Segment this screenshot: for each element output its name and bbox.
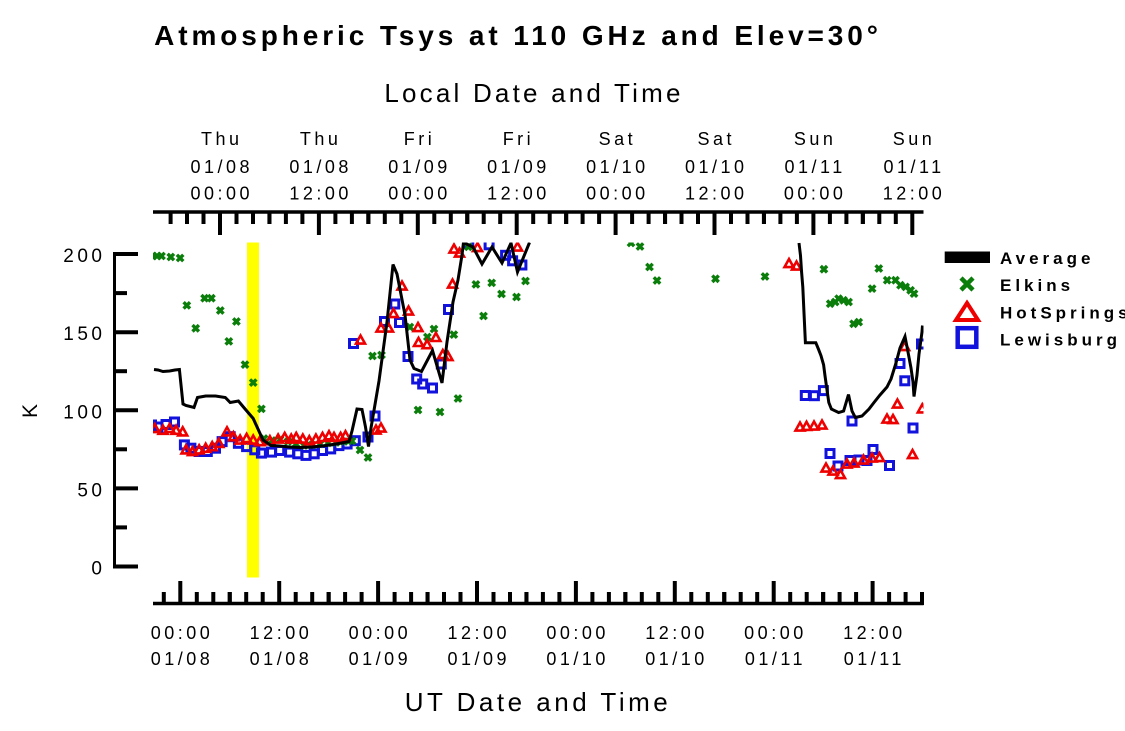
svg-text:01/09: 01/09 — [487, 157, 550, 177]
svg-text:00:00: 00:00 — [586, 184, 649, 204]
svg-text:01/10: 01/10 — [546, 649, 609, 669]
svg-text:00:00: 00:00 — [744, 623, 807, 643]
svg-text:Sun: Sun — [794, 129, 837, 149]
svg-text:00:00: 00:00 — [546, 623, 609, 643]
svg-text:01/11: 01/11 — [883, 157, 944, 177]
svg-text:01/09: 01/09 — [349, 649, 412, 669]
svg-text:Sat: Sat — [697, 129, 735, 149]
svg-text:01/10: 01/10 — [586, 157, 649, 177]
svg-text:01/08: 01/08 — [151, 649, 214, 669]
svg-text:Sat: Sat — [599, 129, 637, 149]
svg-text:Thu: Thu — [300, 129, 342, 149]
svg-text:Average: Average — [1000, 249, 1094, 268]
svg-text:12:00: 12:00 — [447, 623, 510, 643]
svg-text:12:00: 12:00 — [289, 184, 352, 204]
svg-text:00:00: 00:00 — [190, 184, 253, 204]
svg-text:01/08: 01/08 — [250, 649, 313, 669]
svg-text:00:00: 00:00 — [349, 623, 412, 643]
svg-text:0: 0 — [91, 559, 105, 580]
svg-text:200: 200 — [63, 246, 105, 267]
svg-text:Elkins: Elkins — [1000, 276, 1074, 295]
svg-text:150: 150 — [63, 324, 105, 345]
svg-text:00:00: 00:00 — [151, 623, 214, 643]
svg-text:12:00: 12:00 — [685, 184, 748, 204]
svg-text:12:00: 12:00 — [645, 623, 708, 643]
svg-text:Local Date and Time: Local Date and Time — [384, 78, 683, 108]
svg-text:01/08: 01/08 — [190, 157, 253, 177]
svg-text:UT Date and Time: UT Date and Time — [405, 687, 672, 717]
svg-text:01/11: 01/11 — [785, 157, 846, 177]
svg-text:100: 100 — [63, 402, 105, 423]
svg-text:HotSprings: HotSprings — [1000, 304, 1125, 323]
svg-text:01/10: 01/10 — [685, 157, 748, 177]
svg-text:Thu: Thu — [201, 129, 243, 149]
svg-text:01/08: 01/08 — [289, 157, 352, 177]
svg-text:01/09: 01/09 — [447, 649, 510, 669]
svg-text:01/09: 01/09 — [388, 157, 451, 177]
svg-text:Sun: Sun — [893, 129, 936, 149]
svg-text:Fri: Fri — [404, 129, 436, 149]
svg-text:12:00: 12:00 — [250, 623, 313, 643]
svg-text:K: K — [19, 402, 42, 418]
svg-text:12:00: 12:00 — [883, 184, 946, 204]
svg-text:00:00: 00:00 — [388, 184, 451, 204]
svg-text:50: 50 — [77, 480, 105, 501]
svg-text:Lewisburg: Lewisburg — [1000, 331, 1121, 350]
svg-text:Atmospheric Tsys at 110 GHz an: Atmospheric Tsys at 110 GHz and Elev=30° — [154, 20, 882, 51]
svg-text:01/10: 01/10 — [645, 649, 708, 669]
svg-text:00:00: 00:00 — [784, 184, 847, 204]
svg-text:01/11: 01/11 — [745, 649, 806, 669]
svg-text:01/11: 01/11 — [844, 649, 905, 669]
svg-text:Fri: Fri — [503, 129, 535, 149]
svg-text:12:00: 12:00 — [487, 184, 550, 204]
svg-text:12:00: 12:00 — [843, 623, 906, 643]
